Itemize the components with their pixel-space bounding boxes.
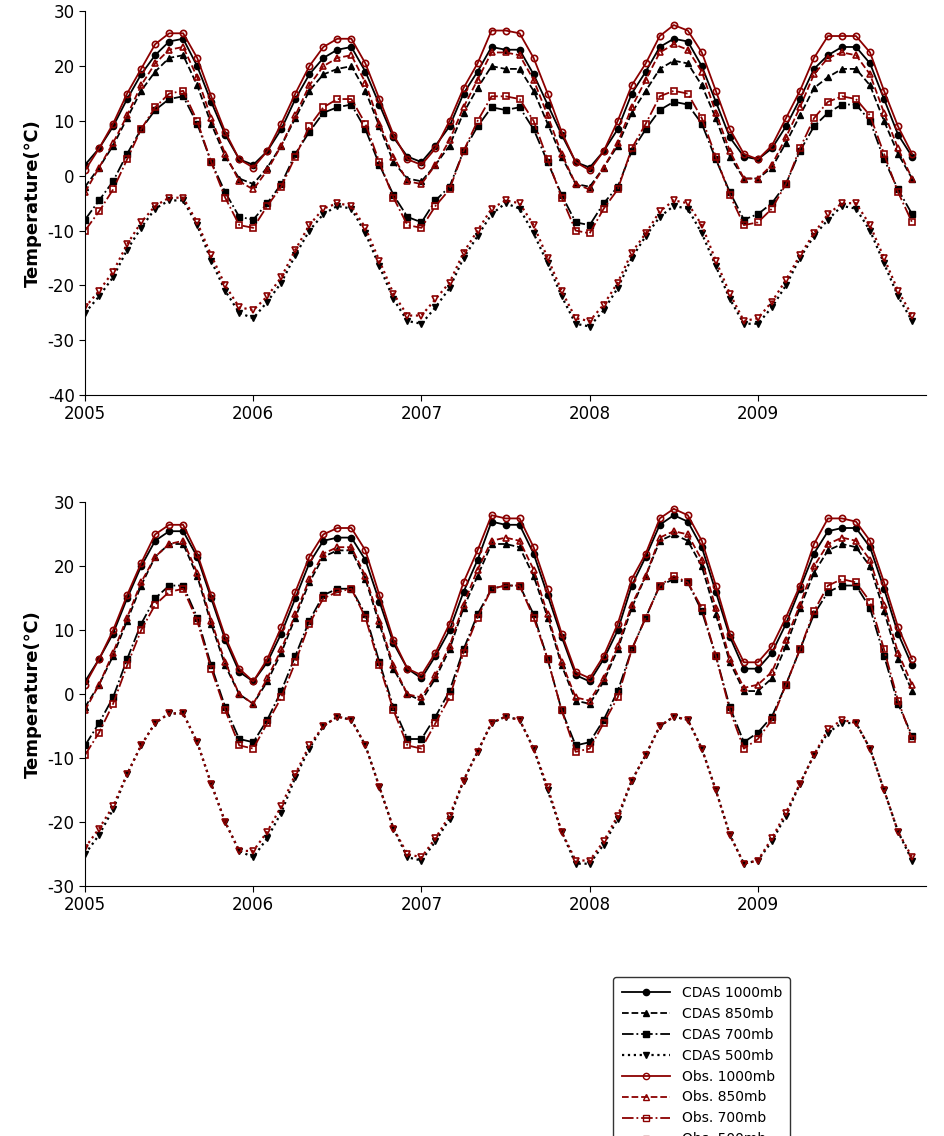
- Legend: CDAS 1000mb, CDAS 850mb, CDAS 700mb, CDAS 500mb, Obs. 1000mb, Obs. 850mb, Obs. 7: CDAS 1000mb, CDAS 850mb, CDAS 700mb, CDA…: [613, 977, 789, 1136]
- Y-axis label: Temperature(℃): Temperature(℃): [24, 610, 42, 778]
- Y-axis label: Temperature(℃): Temperature(℃): [24, 119, 42, 287]
